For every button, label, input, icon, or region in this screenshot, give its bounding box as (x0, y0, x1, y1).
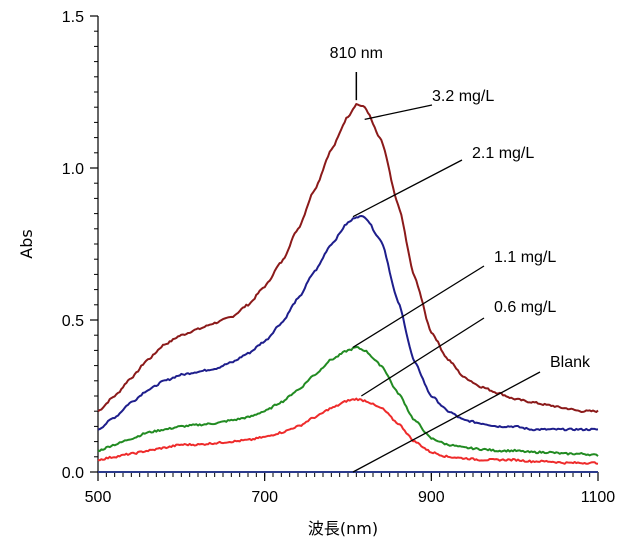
series-line (97, 397, 599, 465)
series-annotation-label: Blank (550, 354, 591, 371)
series-annotation-label: 3.2 mg/L (432, 88, 494, 105)
series-line (97, 103, 599, 413)
series-line (97, 346, 599, 457)
x-tick-label: 500 (85, 489, 112, 506)
x-axis-label: 波長(nm) (308, 519, 378, 538)
series-leader-line (352, 159, 463, 218)
series-annotation-label: 2.1 mg/L (472, 145, 534, 162)
x-tick-label: 700 (251, 489, 278, 506)
x-tick-label: 1100 (581, 489, 616, 506)
y-tick-label: 1.0 (62, 161, 84, 178)
y-tick-label: 0.0 (62, 465, 84, 482)
x-tick-label: 900 (418, 489, 445, 506)
series-group (97, 103, 599, 473)
series-annotation-label: 1.1 mg/L (494, 249, 556, 266)
series-leader-line (352, 371, 541, 473)
series-leader-line (364, 104, 433, 120)
series-line (97, 215, 599, 432)
y-tick-label: 0.5 (62, 313, 84, 330)
y-tick-label: 1.5 (62, 9, 84, 26)
series-annotation-label: 0.6 mg/L (494, 299, 556, 316)
series-leader-line (360, 317, 485, 397)
annotations: 810 nm 3.2 mg/L 2.1 mg/L 1.1 mg/L 0.6 mg/L Bl… (330, 45, 591, 473)
peak-annotation-label: 810 nm (330, 45, 383, 62)
y-axis-label: Abs (17, 229, 36, 258)
series-leader-line (352, 265, 485, 348)
